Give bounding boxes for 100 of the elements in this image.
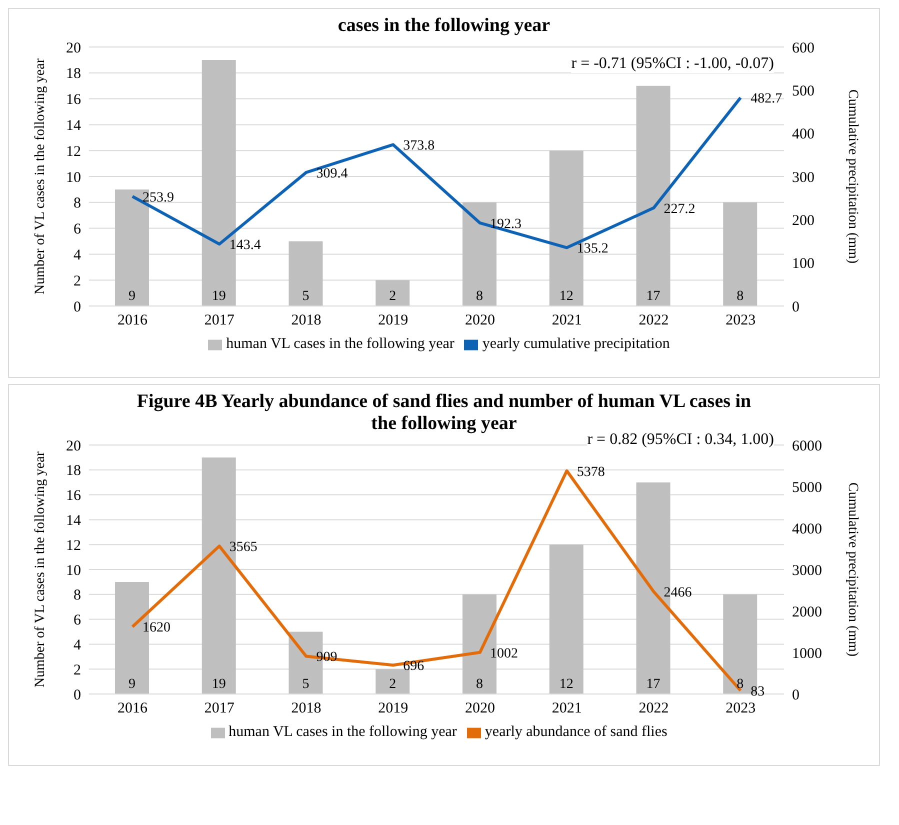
data-label: 309.4: [316, 166, 348, 182]
bar: [549, 544, 584, 694]
data-label: 2: [389, 289, 396, 304]
data-label: 12: [559, 289, 574, 304]
chart-title: cases in the following year: [336, 14, 552, 37]
y-tick-label: 12: [66, 144, 81, 160]
data-label: 143.4: [229, 238, 261, 254]
annotation: r = 0.82 (95%CI : 0.34, 1.00): [587, 431, 774, 449]
y-tick-label: 16: [66, 488, 82, 504]
data-label: 9: [128, 677, 136, 692]
x-tick-label: 2019: [378, 312, 408, 329]
data-label: 19: [212, 677, 226, 692]
x-tick-label: 2020: [464, 700, 495, 717]
y-tick-label: 0: [74, 687, 81, 704]
y-tick-label: 2: [74, 273, 81, 290]
data-label: 1002: [490, 646, 518, 662]
data-label: 227.2: [664, 202, 696, 217]
y2-tick-label: 1000: [792, 646, 822, 662]
y-axis-title: Number of VL cases in the following year: [32, 451, 48, 688]
data-label: 192.3: [490, 216, 522, 232]
y2-tick-label: 500: [792, 83, 814, 100]
legend-label: human VL cases in the following year: [228, 724, 457, 740]
legend-label: yearly cumulative precipitation: [482, 336, 670, 352]
y-tick-label: 2: [74, 662, 81, 678]
x-tick-label: 2017: [204, 312, 235, 329]
y-axis-title: Number of VL cases in the following year: [32, 58, 48, 294]
y-tick-label: 20: [66, 438, 81, 454]
x-tick-label: 2023: [726, 700, 756, 717]
y2-tick-label: 6000: [792, 438, 822, 454]
data-label: 83: [750, 684, 765, 700]
chart-title: Figure 4B Yearly abundance of sand flies and number of human VL cases in the following year: [136, 391, 752, 434]
y2-tick-label: 100: [792, 256, 814, 272]
y2-tick-label: 4000: [792, 521, 822, 538]
data-label: 2466: [664, 586, 692, 601]
data-label: 8: [736, 289, 744, 304]
data-label: 1620: [142, 620, 170, 636]
bar: [723, 202, 758, 306]
y-tick-label: 8: [74, 196, 81, 212]
annotation: r = -0.71 (95%CI : -1.00, -0.07): [571, 55, 774, 73]
y2-tick-label: 3000: [792, 562, 822, 579]
y2-tick-label: 300: [792, 170, 814, 186]
y2-tick-label: 600: [792, 40, 814, 56]
y2-axis-title: Cumulative precipitation (mm): [845, 89, 860, 264]
x-tick-label: 2022: [638, 700, 669, 717]
data-label: 373.8: [403, 138, 435, 154]
x-tick-label: 2018: [291, 312, 322, 329]
data-label: 135.2: [576, 242, 608, 257]
bar: [376, 669, 410, 694]
y-tick-label: 0: [74, 299, 81, 316]
data-label: 482.7: [750, 92, 782, 107]
x-tick-label: 2017: [204, 700, 235, 717]
data-label: 19: [212, 289, 226, 304]
data-label: 12: [559, 677, 574, 692]
legend-label: human VL cases in the following year: [226, 336, 454, 352]
legend-label: yearly abundance of sand flies: [484, 724, 668, 740]
data-label: 8: [736, 677, 744, 692]
data-label: 5378: [576, 464, 605, 480]
y-tick-label: 4: [74, 248, 82, 264]
x-tick-label: 2020: [464, 312, 495, 329]
bar: [376, 280, 410, 306]
y2-tick-label: 400: [792, 126, 814, 143]
x-tick-label: 2016: [117, 700, 148, 717]
data-label: 17: [646, 677, 660, 692]
data-label: 696: [403, 659, 424, 674]
y-tick-label: 4: [74, 638, 82, 654]
y-tick-label: 20: [66, 40, 81, 56]
x-tick-label: 2021: [552, 700, 582, 717]
y-tick-label: 12: [66, 538, 81, 554]
data-label: 2: [389, 677, 396, 692]
data-label: 253.9: [142, 190, 174, 206]
data-label: 9: [128, 289, 136, 304]
data-label: 8: [476, 677, 483, 692]
x-tick-label: 2016: [117, 312, 148, 329]
y-tick-label: 10: [66, 562, 81, 579]
y2-tick-label: 200: [792, 212, 814, 229]
x-tick-label: 2019: [378, 700, 408, 717]
x-tick-label: 2021: [552, 312, 582, 329]
y-tick-label: 8: [74, 588, 81, 604]
y-tick-label: 16: [66, 92, 82, 108]
y-tick-label: 18: [66, 66, 81, 82]
data-label: 5: [302, 289, 310, 304]
y2-tick-label: 5000: [792, 480, 822, 496]
y-tick-label: 6: [74, 612, 82, 629]
y-tick-label: 14: [66, 513, 82, 530]
y-tick-label: 14: [66, 118, 82, 134]
y2-tick-label: 0: [792, 687, 800, 704]
x-tick-label: 2018: [291, 700, 322, 717]
data-label: 8: [476, 289, 483, 304]
y-tick-label: 18: [66, 463, 81, 480]
y2-tick-label: 2000: [792, 604, 822, 620]
data-label: 3565: [229, 540, 258, 556]
data-label: 17: [646, 289, 660, 304]
y-tick-label: 6: [74, 222, 82, 238]
y2-axis-title: Cumulative precipitation (mm): [845, 482, 860, 657]
bar: [288, 241, 323, 306]
y-tick-label: 10: [66, 170, 81, 186]
x-tick-label: 2022: [638, 312, 669, 329]
x-tick-label: 2023: [726, 312, 756, 329]
data-label: 5: [302, 677, 310, 692]
y2-tick-label: 0: [792, 299, 800, 316]
